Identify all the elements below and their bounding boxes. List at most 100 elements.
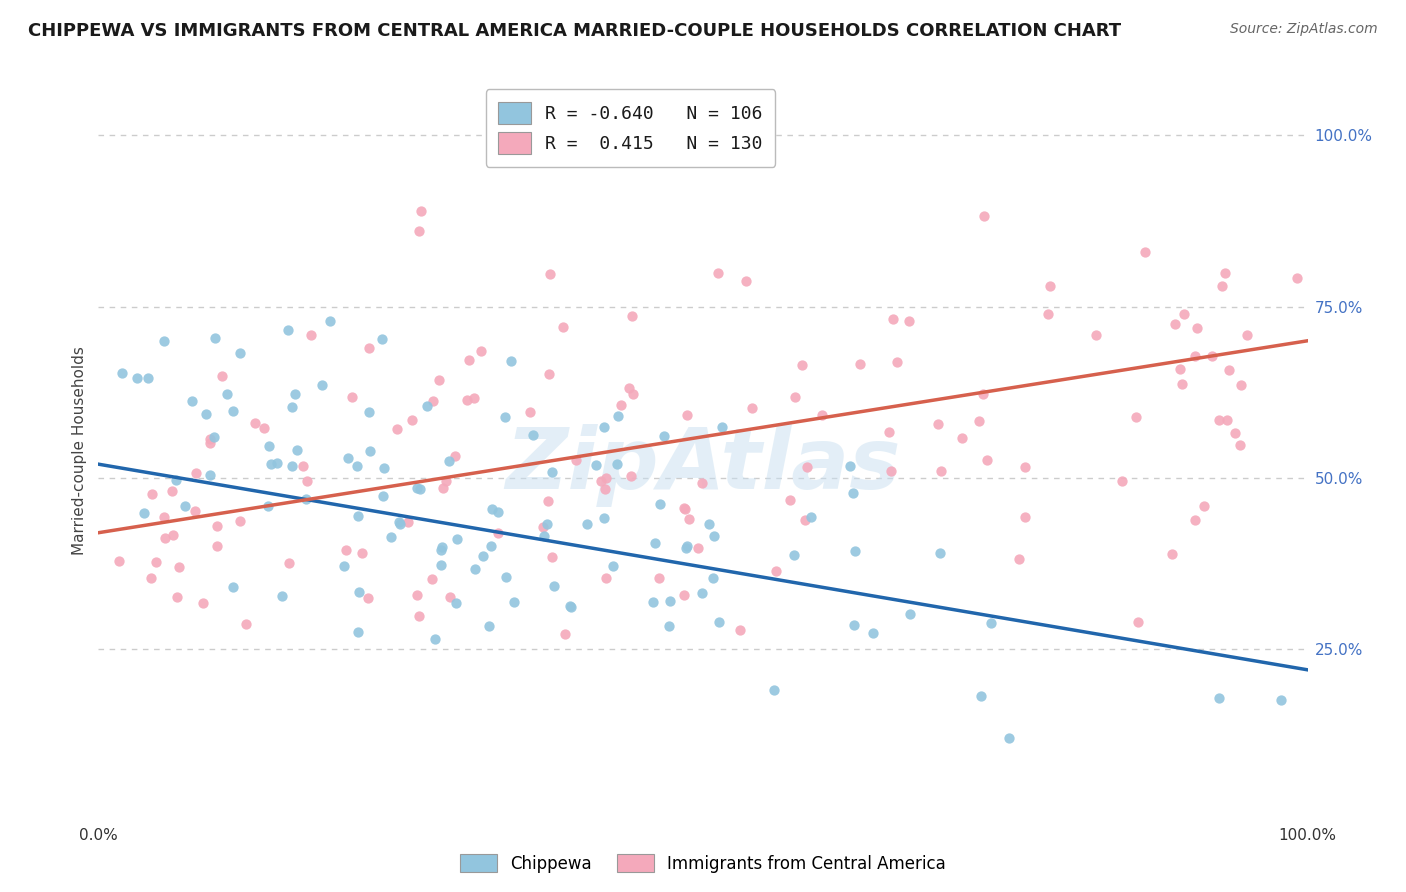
Point <box>211 368 233 383</box>
Point <box>675 541 697 555</box>
Point <box>198 432 221 446</box>
Point <box>408 608 430 623</box>
Point <box>502 595 524 609</box>
Point <box>610 398 633 412</box>
Point <box>439 590 461 604</box>
Point <box>253 421 276 435</box>
Point <box>139 571 162 585</box>
Point <box>673 502 696 516</box>
Point <box>880 464 903 478</box>
Point <box>319 314 342 328</box>
Point <box>800 510 823 524</box>
Point <box>1038 307 1060 321</box>
Point <box>221 580 243 594</box>
Point <box>1192 499 1215 513</box>
Point <box>153 510 176 524</box>
Point <box>479 539 502 553</box>
Point <box>430 558 453 573</box>
Point <box>877 425 900 440</box>
Point <box>408 224 430 238</box>
Point <box>173 499 195 513</box>
Point <box>658 618 681 632</box>
Point <box>1208 413 1230 427</box>
Point <box>471 549 494 563</box>
Point <box>593 483 616 497</box>
Point <box>839 459 862 474</box>
Point <box>162 528 184 542</box>
Point <box>519 405 541 419</box>
Point <box>929 464 952 478</box>
Point <box>337 450 360 465</box>
Point <box>595 471 617 485</box>
Point <box>184 503 207 517</box>
Point <box>595 571 617 585</box>
Point <box>380 530 402 544</box>
Point <box>346 508 368 523</box>
Point <box>191 596 214 610</box>
Point <box>202 430 225 444</box>
Point <box>536 516 558 531</box>
Point <box>553 319 575 334</box>
Point <box>593 511 616 525</box>
Point <box>1201 349 1223 363</box>
Point <box>486 526 509 541</box>
Point <box>371 489 394 503</box>
Point <box>359 444 381 458</box>
Point <box>352 546 374 560</box>
Point <box>464 561 486 575</box>
Point <box>882 312 904 326</box>
Point <box>134 507 156 521</box>
Point <box>607 409 630 424</box>
Point <box>1213 266 1236 280</box>
Point <box>446 533 468 547</box>
Point <box>783 390 806 404</box>
Point <box>166 590 188 604</box>
Point <box>409 482 432 496</box>
Point <box>165 473 187 487</box>
Point <box>153 532 176 546</box>
Point <box>205 518 228 533</box>
Point <box>673 500 696 515</box>
Point <box>707 615 730 629</box>
Point <box>204 331 226 345</box>
Point <box>167 560 190 574</box>
Point <box>647 571 669 585</box>
Point <box>235 617 257 632</box>
Point <box>333 558 356 573</box>
Point <box>430 540 453 554</box>
Point <box>456 392 478 407</box>
Text: CHIPPEWA VS IMMIGRANTS FROM CENTRAL AMERICA MARRIED-COUPLE HOUSEHOLDS CORRELATIO: CHIPPEWA VS IMMIGRANTS FROM CENTRAL AMER… <box>28 22 1121 40</box>
Point <box>444 596 467 610</box>
Point <box>1135 244 1157 259</box>
Text: Source: ZipAtlas.com: Source: ZipAtlas.com <box>1230 22 1378 37</box>
Point <box>1111 474 1133 488</box>
Point <box>499 354 522 368</box>
Point <box>652 429 675 443</box>
Point <box>194 407 217 421</box>
Point <box>1184 349 1206 363</box>
Point <box>229 346 252 360</box>
Point <box>976 453 998 467</box>
Point <box>335 542 357 557</box>
Point <box>277 323 299 337</box>
Point <box>388 516 411 530</box>
Point <box>1208 690 1230 705</box>
Point <box>396 516 419 530</box>
Point <box>200 467 222 482</box>
Point <box>862 626 884 640</box>
Point <box>111 366 134 380</box>
Point <box>1184 513 1206 527</box>
Point <box>969 414 991 428</box>
Point <box>972 387 994 401</box>
Point <box>422 393 444 408</box>
Point <box>648 497 671 511</box>
Point <box>1163 317 1185 331</box>
Point <box>284 387 307 401</box>
Point <box>311 378 333 392</box>
Point <box>970 689 993 703</box>
Point <box>998 731 1021 746</box>
Point <box>1125 410 1147 425</box>
Point <box>690 476 713 491</box>
Point <box>621 387 644 401</box>
Point <box>621 309 644 323</box>
